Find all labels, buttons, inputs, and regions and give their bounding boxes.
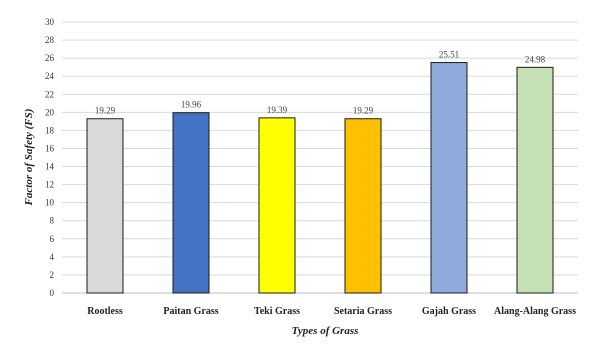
x-axis-title: Types of Grass (292, 325, 359, 337)
bar (258, 117, 296, 294)
data-label: 24.98 (525, 54, 546, 64)
bar (86, 118, 124, 294)
y-tick-label: 14 (45, 162, 55, 172)
y-tick-label: 0 (50, 288, 55, 298)
data-label: 25.51 (439, 50, 459, 60)
y-tick-label: 18 (45, 125, 55, 135)
bar (516, 66, 554, 294)
bar (172, 112, 210, 294)
data-label: 19.29 (353, 106, 374, 116)
y-tick-label: 26 (45, 53, 55, 63)
x-category-label: Teki Grass (254, 306, 300, 317)
bar (430, 62, 468, 294)
y-tick-label: 20 (45, 107, 55, 117)
gridlines (62, 21, 578, 294)
y-tick-label: 6 (50, 234, 55, 244)
y-tick-label: 30 (45, 17, 55, 27)
y-tick-label: 16 (45, 143, 55, 153)
y-tick-label: 24 (45, 71, 55, 81)
x-category-label: Setaria Grass (334, 306, 392, 317)
bars (86, 62, 554, 294)
x-axis-categories: Rootless Paitan Grass Teki Grass Setaria Gr… (87, 306, 576, 317)
data-label: 19.39 (267, 105, 288, 115)
y-axis-title: Factor of Safety (FS) (23, 109, 35, 207)
y-tick-label: 28 (45, 35, 55, 45)
y-tick-label: 10 (45, 198, 55, 208)
data-labels: 19.29 19.96 19.39 19.29 25.51 24.98 (95, 50, 546, 116)
y-tick-label: 2 (50, 270, 55, 280)
y-tick-label: 8 (50, 216, 55, 226)
x-category-label: Paitan Grass (163, 306, 218, 317)
bar (344, 118, 382, 294)
x-category-label: Alang-Alang Grass (494, 306, 576, 317)
data-label: 19.29 (95, 106, 116, 116)
y-tick-label: 22 (45, 89, 54, 99)
y-tick-label: 4 (50, 252, 55, 262)
x-category-label: Rootless (87, 306, 123, 317)
x-category-label: Gajah Grass (422, 306, 476, 317)
y-tick-label: 12 (45, 180, 54, 190)
data-label: 19.96 (181, 100, 202, 110)
